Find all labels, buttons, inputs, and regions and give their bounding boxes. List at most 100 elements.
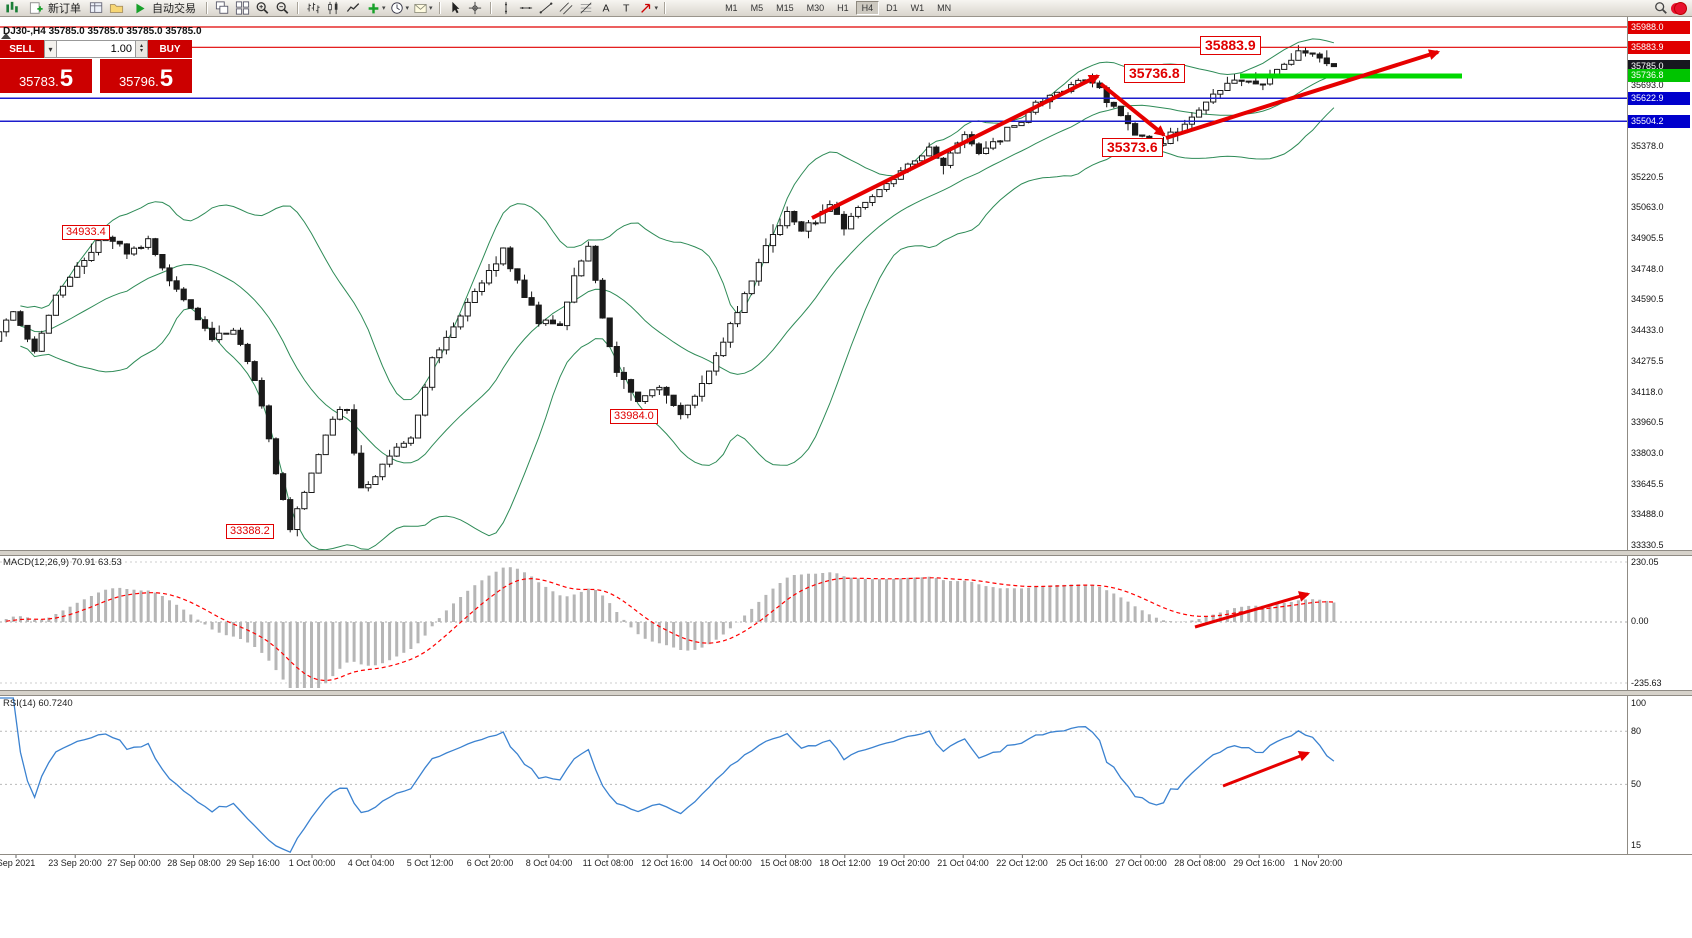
tile-windows-icon[interactable] (233, 1, 251, 16)
price-axis-label: 34905.5 (1631, 233, 1664, 243)
chevron-down-icon[interactable]: ▾ (654, 5, 659, 12)
crosshair-icon[interactable] (466, 1, 484, 16)
time-axis-label: 18 Oct 12:00 (819, 858, 871, 868)
price-annotation[interactable]: 34933.4 (62, 225, 110, 240)
trend-arrows[interactable] (811, 49, 1441, 788)
price-annotation[interactable]: 35883.9 (1200, 36, 1261, 55)
price-axis-marker: 35504.2 (1628, 115, 1690, 128)
new-order-button[interactable]: 新订单 (23, 1, 85, 16)
buy-tab-label[interactable]: BUY (148, 40, 192, 58)
time-axis-label: 1 Oct 00:00 (288, 858, 336, 868)
clock-icon[interactable] (388, 1, 406, 16)
time-axis-label: 21 Oct 04:00 (937, 858, 989, 868)
sell-price-main: 35783. (18, 73, 59, 89)
notification-badge[interactable] (1674, 1, 1687, 15)
panel-separator[interactable] (0, 550, 1692, 556)
timeframe-button-m30[interactable]: M30 (801, 1, 831, 15)
buy-price-pip: 5 (159, 65, 174, 93)
rsi-axis-label: 15 (1631, 840, 1642, 850)
label-icon[interactable]: T (617, 1, 635, 16)
macd-indicator-label: MACD(12,26,9) 70.91 63.53 (3, 557, 122, 568)
price-axis-marker: 35883.9 (1628, 41, 1690, 54)
navigator-icon[interactable] (107, 1, 125, 16)
indicator-plus-icon[interactable] (364, 1, 382, 16)
text-icon[interactable]: A (597, 1, 615, 16)
chevron-down-icon[interactable]: ▾ (44, 40, 57, 58)
trendline-icon[interactable] (537, 1, 555, 16)
chevron-down-icon[interactable]: ▾ (405, 5, 410, 12)
timeframe-button-m5[interactable]: M5 (745, 1, 770, 15)
time-axis-label: Sep 2021 (0, 858, 36, 868)
time-axis-label: 15 Oct 08:00 (760, 858, 812, 868)
timeframe-button-h1[interactable]: H1 (831, 1, 855, 15)
volume-stepper[interactable]: ▴ ▾ (136, 40, 148, 58)
horizontal-level-lines[interactable] (0, 26, 1627, 123)
vertical-line-icon[interactable] (497, 1, 515, 16)
price-axis-marker: 35988.0 (1628, 21, 1690, 34)
buy-button[interactable]: 35796. 5 (100, 59, 192, 93)
price-axis-label: 34590.5 (1631, 294, 1664, 304)
timeframe-button-h4[interactable]: H4 (855, 1, 880, 15)
timeframe-button-w1[interactable]: W1 (905, 1, 931, 15)
price-axis-label: 33330.5 (1631, 540, 1664, 550)
one-click-trading-panel: SELL ▾ ▴▾ BUY 35783.5 35796.5 (0, 33, 192, 93)
chevron-down-icon[interactable]: ▾ (382, 5, 386, 12)
autotrading-button[interactable]: 自动交易 (127, 1, 200, 16)
sell-button[interactable]: 35783. 5 (0, 59, 92, 93)
price-axis-label: 35378.0 (1631, 141, 1664, 151)
mail-icon[interactable] (411, 1, 429, 16)
time-axis-label: 29 Sep 16:00 (226, 858, 280, 868)
toolbar-separator (664, 2, 666, 14)
autotrading-label: 自动交易 (152, 3, 196, 15)
price-axis-label: 33488.0 (1631, 509, 1664, 519)
cascade-windows-icon[interactable] (213, 1, 231, 16)
new-chart-icon[interactable] (3, 1, 21, 16)
time-axis-label: 19 Oct 20:00 (878, 858, 930, 868)
time-axis-label: 14 Oct 00:00 (700, 858, 752, 868)
rsi-axis-label: 80 (1631, 726, 1642, 736)
price-axis-label: 34748.0 (1631, 264, 1664, 274)
price-annotation[interactable]: 33388.2 (226, 524, 274, 539)
market-watch-icon[interactable] (87, 1, 105, 16)
price-axis-label: 33645.5 (1631, 479, 1664, 489)
price-annotation[interactable]: 33984.0 (610, 409, 658, 424)
toolbar-separator (489, 2, 491, 14)
price-axis-label: 34118.0 (1631, 387, 1663, 397)
svg-text:T: T (622, 3, 629, 15)
support-line-segment[interactable] (1240, 73, 1462, 79)
order-ticket-icon (27, 1, 45, 16)
search-icon[interactable] (1652, 1, 1670, 16)
chevron-down-icon[interactable]: ▾ (429, 5, 433, 12)
step-down-icon[interactable]: ▾ (139, 48, 143, 54)
panel-separator[interactable] (0, 690, 1692, 696)
timeframe-button-m15[interactable]: M15 (770, 1, 800, 15)
channel-icon[interactable] (557, 1, 575, 16)
macd-axis-label: 230.05 (1631, 557, 1659, 567)
price-axis-label: 33960.5 (1631, 417, 1664, 427)
timeframe-button-d1[interactable]: D1 (880, 1, 904, 15)
zoom-out-icon[interactable] (273, 1, 291, 16)
price-annotation[interactable]: 35373.6 (1102, 138, 1163, 157)
price-annotation[interactable]: 35736.8 (1124, 64, 1185, 83)
collapse-arrow-icon[interactable] (1, 33, 11, 39)
timeframe-button-mn[interactable]: MN (931, 1, 957, 15)
candlestick-chart-icon[interactable] (324, 1, 342, 16)
macd-axis-label: -235.63 (1631, 678, 1662, 688)
candlestick-series (0, 45, 1338, 537)
chart-ohlc-header: DJ30-,H4 35785.0 35785.0 35785.0 35785.0 (3, 26, 202, 37)
line-chart-icon[interactable] (344, 1, 362, 16)
time-axis-label: 8 Oct 04:00 (525, 858, 573, 868)
volume-input[interactable] (57, 40, 136, 58)
timeframe-button-m1[interactable]: M1 (719, 1, 744, 15)
time-axis-label: 27 Oct 00:00 (1115, 858, 1167, 868)
bar-chart-icon[interactable] (304, 1, 322, 16)
step-up-icon[interactable]: ▴ (139, 43, 143, 49)
sell-tab-label[interactable]: SELL (0, 40, 44, 58)
cursor-icon[interactable] (446, 1, 464, 16)
zoom-in-icon[interactable] (253, 1, 271, 16)
fibonacci-icon[interactable] (577, 1, 595, 16)
arrows-icon[interactable] (637, 1, 655, 16)
time-axis-label: 29 Oct 16:00 (1233, 858, 1285, 868)
horizontal-line-icon[interactable] (517, 1, 535, 16)
